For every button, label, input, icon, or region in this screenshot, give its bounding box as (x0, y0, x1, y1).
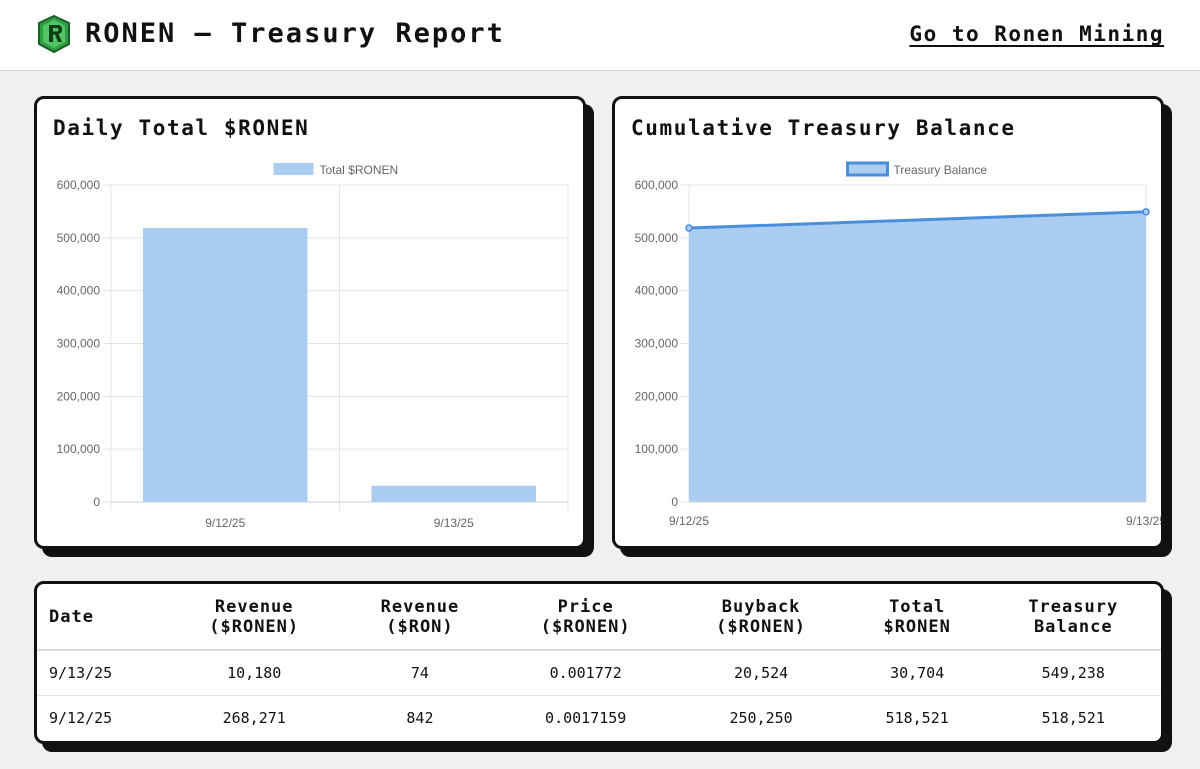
page-title: RONEN — Treasury Report (85, 18, 505, 49)
column-header: Date (37, 584, 167, 651)
table-cell: 74 (341, 650, 498, 696)
x-tick-label: 9/13/25 (1126, 514, 1161, 528)
table-row: 9/13/25 10,180 74 0.001772 20,524 30,704 549,2… (37, 650, 1161, 696)
column-header: Total $RONEN (848, 584, 986, 651)
cumulative-balance-chart-card: Cumulative Treasury Balance Treasury Bal… (612, 96, 1164, 549)
column-header-line: $RONEN (883, 616, 951, 637)
x-tick-label: 9/12/25 (205, 516, 245, 530)
y-tick-label: 0 (93, 495, 100, 509)
app-header: RONEN — Treasury Report Go to Ronen Mini… (0, 0, 1200, 71)
table-cell: 9/13/25 (37, 650, 167, 696)
y-tick-label: 300,000 (635, 337, 679, 351)
table-cell: 842 (406, 708, 434, 727)
y-tick-label: 500,000 (635, 231, 679, 245)
column-header: Treasury Balance (985, 584, 1161, 651)
y-tick-label: 200,000 (57, 389, 101, 403)
table-cell: 20,524 (673, 650, 849, 696)
column-header: Price ($RONEN) (497, 584, 674, 651)
chart-title: Daily Total $RONEN (53, 116, 310, 140)
table-header-row: Date Revenue ($RONEN) Revenue ($RON) Price ($R… (37, 584, 1161, 651)
legend-swatch (273, 163, 314, 175)
column-header-line: Price (557, 596, 614, 617)
column-header-line: Revenue (214, 596, 294, 617)
column-header: Revenue ($RONEN) (166, 584, 342, 651)
table-cell: 549,238 (985, 650, 1161, 696)
y-tick-label: 500,000 (57, 231, 101, 245)
bar (371, 485, 537, 502)
chart-title: Cumulative Treasury Balance (631, 116, 1016, 140)
column-header-line: ($RONEN) (540, 616, 631, 637)
x-tick-label: 9/13/25 (434, 516, 474, 530)
treasury-balance-area-chart: Treasury Balance 0 100,000 200,000 300,000 40… (635, 161, 1161, 528)
table-cell: 0.0017159 (545, 708, 627, 727)
y-tick-label: 200,000 (635, 389, 679, 403)
ronen-mining-link[interactable]: Go to Ronen Mining (909, 22, 1164, 46)
y-tick-label: 100,000 (635, 442, 679, 456)
table-cell: 518,521 (1041, 708, 1105, 727)
table-cell: 0.001772 (497, 650, 674, 696)
area-fill (689, 211, 1146, 502)
column-header-line: Buyback (721, 596, 801, 617)
data-point (1142, 208, 1150, 216)
treasury-table: Date Revenue ($RONEN) Revenue ($RON) Price ($R… (37, 584, 1161, 740)
x-tick-label: 9/12/25 (669, 514, 709, 528)
table-cell: 9/12/25 (49, 708, 113, 727)
legend-swatch (846, 161, 889, 177)
column-header-line: Revenue (380, 596, 460, 617)
column-header-line: ($RONEN) (209, 616, 300, 637)
series-line (688, 210, 1147, 230)
table-cell: 10,180 (166, 650, 342, 696)
column-header: Buyback ($RONEN) (673, 584, 849, 651)
legend-label: Treasury Balance (894, 163, 988, 177)
y-tick-label: 300,000 (57, 337, 101, 351)
column-header-line: Balance (1033, 616, 1113, 637)
y-tick-label: 100,000 (57, 442, 101, 456)
column-header-line: ($RONEN) (716, 616, 807, 637)
y-tick-label: 600,000 (57, 178, 101, 192)
column-header-line: Date (49, 606, 94, 627)
daily-total-chart-card: Daily Total $RONEN Total $RONEN 0 100,000 2… (34, 96, 586, 549)
table-cell: 250,250 (729, 708, 793, 727)
table-row: 9/12/25 268,271 842 0.0017159 250,250 518,521… (37, 695, 1161, 740)
data-point (685, 224, 693, 232)
ronen-logo-icon (38, 15, 70, 53)
bar (142, 228, 308, 502)
y-tick-label: 600,000 (635, 178, 679, 192)
table-cell: 268,271 (222, 708, 286, 727)
column-header-line: ($RON) (386, 616, 454, 637)
column-header: Revenue ($RON) (341, 584, 498, 651)
table-cell: 30,704 (848, 650, 986, 696)
table-cell: 518,521 (885, 708, 949, 727)
column-header-line: Treasury (1028, 596, 1119, 617)
y-tick-label: 400,000 (635, 284, 679, 298)
column-header-line: Total (889, 596, 946, 617)
y-tick-label: 0 (671, 495, 678, 509)
daily-total-bar-chart: Total $RONEN 0 100,000 200,000 300,000 400,00… (57, 163, 569, 530)
legend-label: Total $RONEN (320, 163, 399, 177)
treasury-table-card: Date Revenue ($RONEN) Revenue ($RON) Price ($R… (34, 581, 1164, 744)
y-tick-label: 400,000 (57, 284, 101, 298)
